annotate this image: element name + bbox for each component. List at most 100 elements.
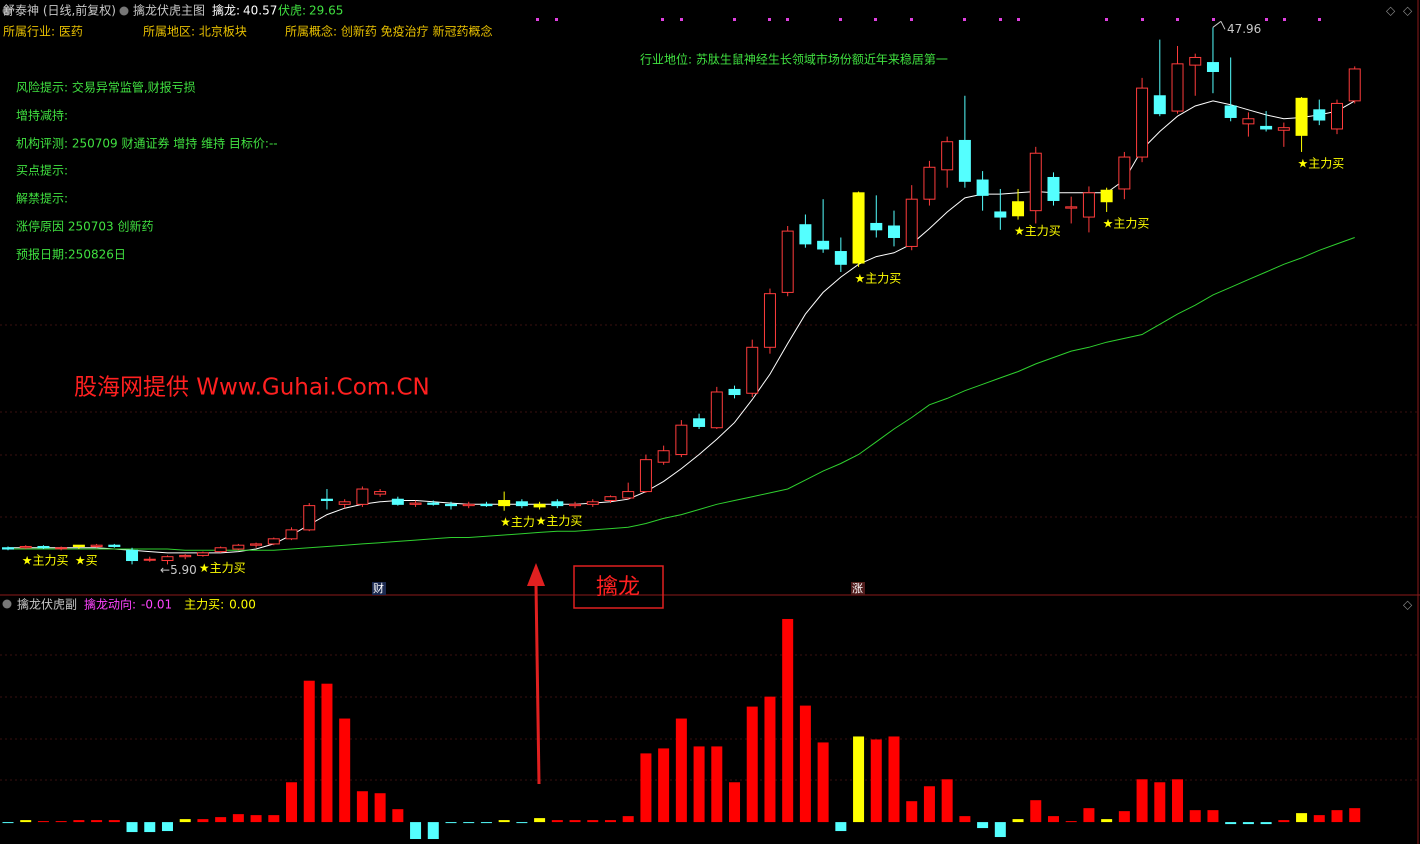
ma-line xyxy=(8,237,1355,551)
bar xyxy=(906,801,918,823)
bar xyxy=(1331,810,1343,823)
candle-body xyxy=(90,544,103,547)
bar xyxy=(870,739,882,823)
bar xyxy=(1278,820,1290,823)
candle-body xyxy=(214,547,227,553)
top-dots xyxy=(536,18,1321,21)
candle-body xyxy=(1136,87,1149,158)
bar xyxy=(675,718,687,823)
bar xyxy=(2,822,14,824)
candle-body xyxy=(498,500,511,507)
bar xyxy=(427,822,439,840)
settings-icon[interactable]: ◇ xyxy=(1386,4,1396,18)
settings-icon[interactable]: ◇ xyxy=(1403,598,1413,612)
candle-body xyxy=(639,459,652,493)
bar xyxy=(268,815,280,823)
bar xyxy=(108,820,120,823)
candle-body xyxy=(19,545,32,549)
settings-icon[interactable]: ◇ xyxy=(1403,4,1413,18)
event-marker-bg xyxy=(851,582,865,595)
candle-body xyxy=(250,543,263,546)
bar xyxy=(799,705,811,823)
collapse-icon[interactable] xyxy=(2,6,12,16)
bar xyxy=(1101,819,1113,823)
bar xyxy=(161,822,173,832)
bar xyxy=(534,818,546,823)
bar xyxy=(817,742,829,823)
candle-body xyxy=(799,224,812,245)
candle-body xyxy=(1313,109,1326,121)
candle-body xyxy=(1153,95,1166,115)
bar xyxy=(569,820,581,823)
bar xyxy=(516,822,528,824)
bar xyxy=(321,683,333,823)
bar xyxy=(410,822,422,840)
bar xyxy=(1207,810,1219,823)
readout-label: 擒龙: xyxy=(212,3,240,18)
candle-body xyxy=(409,502,422,505)
note: 机构评测: 250709 财通证券 增持 维持 目标价:-- xyxy=(16,136,278,151)
bar xyxy=(1065,821,1077,823)
bar xyxy=(1242,822,1254,825)
bar xyxy=(1012,819,1024,823)
sub-title: 擒龙伏虎副 xyxy=(17,597,77,612)
bar xyxy=(215,817,227,823)
bar xyxy=(1225,822,1237,825)
bar xyxy=(356,791,368,823)
candle-body xyxy=(1189,56,1202,66)
bar xyxy=(286,782,298,823)
bar xyxy=(941,779,953,823)
buy-annotation: ★主力买 xyxy=(1014,224,1061,238)
candle-body xyxy=(1029,152,1042,212)
bar xyxy=(1260,822,1272,825)
collapse-icon[interactable] xyxy=(119,6,129,16)
readout-label: 伏虎: xyxy=(278,4,306,18)
bar xyxy=(463,822,475,824)
candle-body xyxy=(515,501,528,507)
bar xyxy=(782,618,794,823)
candle-body xyxy=(462,503,475,507)
candle-body xyxy=(1260,125,1273,130)
bar xyxy=(144,822,156,833)
candle-body xyxy=(196,552,209,556)
collapse-icon[interactable] xyxy=(2,599,12,609)
low-label: ←5.90 xyxy=(160,563,197,577)
note: 风险提示: 交易异常监管,财报亏损 xyxy=(16,80,196,95)
candle-body xyxy=(267,538,280,545)
candle-body xyxy=(710,391,723,429)
bar xyxy=(1296,813,1308,823)
candle-body xyxy=(728,388,741,396)
buy-annotation: ★主力 xyxy=(500,515,535,529)
notes: 风险提示: 交易异常监管,财报亏损 增持减持: 机构评测: 250709 财通证… xyxy=(16,80,278,262)
candle-body xyxy=(232,544,245,550)
candle-body xyxy=(870,222,883,231)
candle-body xyxy=(303,505,316,531)
candle-body xyxy=(108,544,121,547)
bar xyxy=(746,706,758,823)
candle-body xyxy=(693,418,706,427)
bar xyxy=(498,820,510,823)
bar xyxy=(693,746,705,823)
bar xyxy=(1083,808,1095,823)
bar xyxy=(374,793,386,823)
bar xyxy=(250,815,262,823)
candle-body xyxy=(285,529,298,540)
candle-body xyxy=(1012,201,1025,217)
candle-body xyxy=(586,501,599,505)
bar xyxy=(711,746,723,823)
bar xyxy=(888,736,900,823)
candle-body xyxy=(1295,97,1308,136)
candle-body xyxy=(834,251,847,265)
bar xyxy=(480,822,492,824)
buy-annotation: ★主力买 xyxy=(536,514,583,528)
readout-value: 40.57 xyxy=(243,4,277,18)
event-marker-bg xyxy=(372,582,386,595)
candle-body xyxy=(923,166,936,200)
candle-body xyxy=(374,491,387,495)
buy-annotation: ★主力买 xyxy=(855,271,902,285)
candle-body xyxy=(817,240,830,250)
candle-body xyxy=(1100,189,1113,203)
bar xyxy=(1154,782,1166,823)
